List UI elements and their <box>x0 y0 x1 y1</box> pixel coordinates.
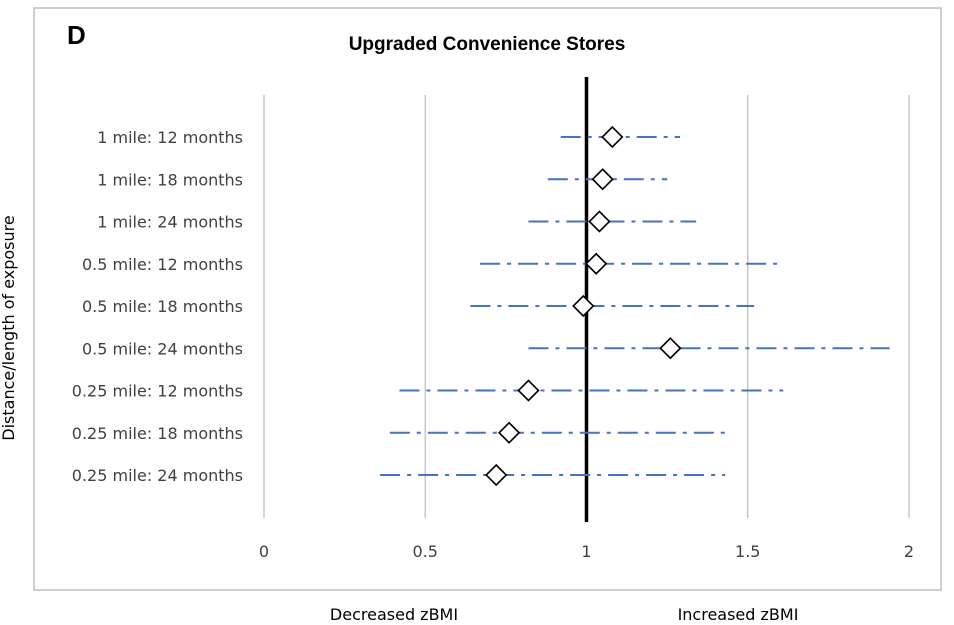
decreased-label: Decreased zBMI <box>330 605 458 624</box>
y-axis-label: Distance/length of exposure <box>0 215 18 440</box>
estimate-marker <box>588 210 611 233</box>
category-label: 0.25 mile: 24 months <box>72 466 243 485</box>
x-tick-labels: 0 0.5 1 1.5 2 <box>259 542 914 561</box>
category-label: 0.5 mile: 24 months <box>82 339 243 358</box>
estimate-marker <box>591 168 614 191</box>
x-tick-label: 2 <box>904 542 914 561</box>
x-tick-label: 0.5 <box>413 542 438 561</box>
estimate-marker <box>497 421 521 444</box>
estimate-marker <box>485 463 508 487</box>
category-label: 0.5 mile: 12 months <box>82 255 243 274</box>
estimate-marker <box>659 337 682 360</box>
category-label: 1 mile: 18 months <box>97 170 243 189</box>
estimate-marker <box>601 125 624 149</box>
confidence-intervals <box>380 136 890 476</box>
category-label: 0.25 mile: 18 months <box>72 424 243 443</box>
category-labels: 1 mile: 12 months 1 mile: 18 months 1 mile… <box>72 128 243 485</box>
category-label: 0.25 mile: 12 months <box>72 382 243 401</box>
x-tick-label: 1 <box>581 542 591 561</box>
category-label: 1 mile: 24 months <box>97 213 243 232</box>
x-tick-label: 0 <box>259 542 269 561</box>
category-label: 1 mile: 12 months <box>97 128 243 147</box>
category-label: 0.5 mile: 18 months <box>82 297 243 316</box>
estimate-marker <box>517 379 540 402</box>
estimate-marker <box>572 294 595 318</box>
increased-label: Increased zBMI <box>678 605 799 624</box>
estimate-marker <box>585 252 608 275</box>
point-estimates <box>485 125 682 487</box>
chart-border <box>33 7 942 591</box>
chart-title: Upgraded Convenience Stores <box>349 34 626 55</box>
x-tick-label: 1.5 <box>735 542 760 561</box>
panel-letter: D <box>67 20 86 50</box>
